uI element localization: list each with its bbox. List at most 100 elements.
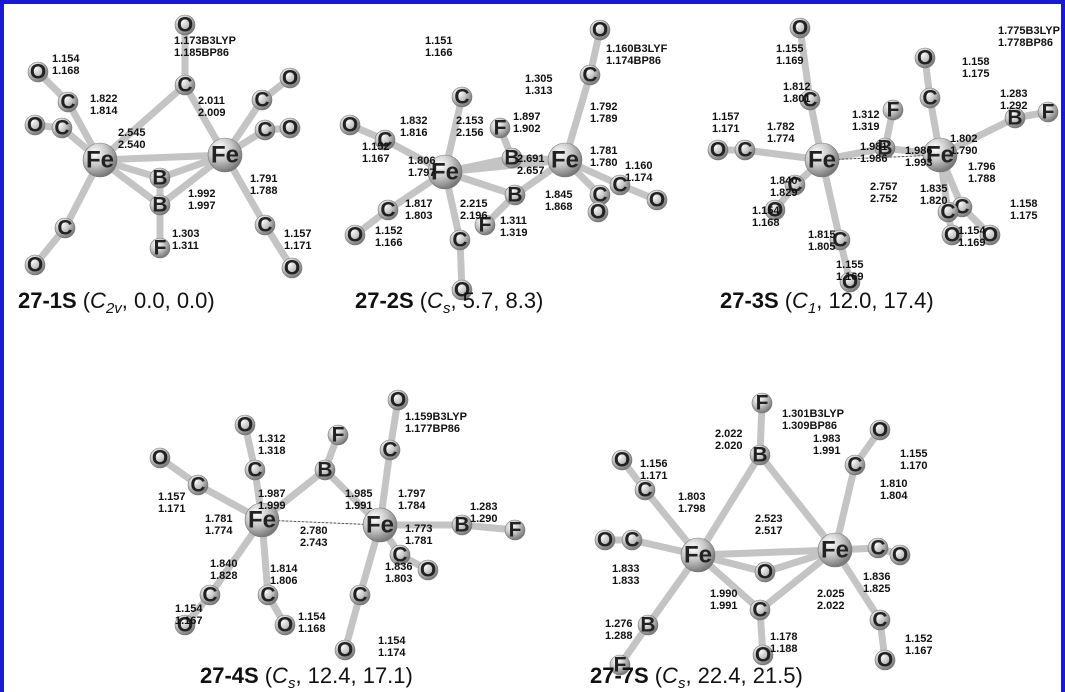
bond-length: 1.178 xyxy=(770,631,798,643)
atom-label: O xyxy=(597,529,613,552)
bond-length: 1.157 xyxy=(284,228,312,240)
bond-length: 1.167 xyxy=(362,153,390,165)
bond-length: 2.691 xyxy=(517,153,545,165)
caption-name: 27-3S xyxy=(720,288,779,313)
bond-length: 1.152 xyxy=(375,225,403,237)
atom-label: Fe xyxy=(684,542,712,569)
bond-length: 2.022 xyxy=(817,600,845,612)
bond-length: 1.803 xyxy=(405,210,433,222)
bond-length: 1.158 xyxy=(962,56,990,68)
labels: 1.1541.1681.173B3LYP1.185BP861.8221.8142… xyxy=(18,25,1060,692)
caption: 27-3S(C1, 12.0, 17.4) xyxy=(720,288,934,317)
bond-length: 1.801 xyxy=(783,93,811,105)
bond-length: 1.802 xyxy=(950,133,978,145)
atom-label: C xyxy=(257,119,272,142)
bond-length: 1.169 xyxy=(836,271,864,283)
bond-length: 1.174 xyxy=(378,647,406,659)
bond-length: 1.803 xyxy=(678,491,706,503)
atom-label: O xyxy=(420,559,436,582)
bond-length: 1.833 xyxy=(612,563,640,575)
atom-label: O xyxy=(592,19,608,42)
bond-length: 1.170 xyxy=(900,460,928,472)
bond-length: 1.902 xyxy=(513,123,541,135)
atom-label: B xyxy=(454,514,469,537)
atom-label: O xyxy=(177,14,193,37)
bond-length: 1.983 xyxy=(813,433,841,445)
atom-label: C xyxy=(454,86,469,109)
bond-length: 1.815 xyxy=(808,229,836,241)
atom-label: O xyxy=(337,639,353,662)
atom-label: C xyxy=(177,74,192,97)
bond-length: 1.154 xyxy=(958,225,986,237)
bond-length: 1.829 xyxy=(770,187,798,199)
atom-label: C xyxy=(54,117,69,140)
bond-length: 1.993 xyxy=(905,157,933,169)
bond-length: 2.780 xyxy=(300,525,328,537)
bond-length: 1.840 xyxy=(770,175,798,187)
atom-label: C xyxy=(582,64,597,87)
bond-length: 2.657 xyxy=(517,165,545,177)
atom-label: O xyxy=(27,114,43,137)
atom-label: O xyxy=(282,67,298,90)
bond-length: 1.309BP86 xyxy=(782,420,837,432)
atom-label: F xyxy=(494,117,507,140)
bond-length: 1.174 xyxy=(625,172,653,184)
bond-length: 1.167 xyxy=(905,645,933,657)
bond-length: 1.311 xyxy=(172,240,199,252)
bond-length: 2.025 xyxy=(817,588,845,600)
atom-label: O xyxy=(347,224,363,247)
bond-length: 1.185BP86 xyxy=(174,47,229,59)
bond-length: 1.312 xyxy=(852,109,880,121)
bond-length: 1.775B3LYP xyxy=(998,25,1060,37)
atom-label: O xyxy=(757,561,773,584)
atom-label: Fe xyxy=(86,147,114,174)
atom-label: B xyxy=(752,444,767,467)
bond-length: 1.822 xyxy=(90,93,118,105)
caption-symbol: C xyxy=(792,288,808,313)
bond-length: 1.789 xyxy=(590,113,618,125)
caption: 27-4S(Cs, 12.4, 17.1) xyxy=(200,663,413,692)
atom-label: Fe xyxy=(211,142,239,169)
bond-length: 2.540 xyxy=(118,139,146,151)
atom-label: C xyxy=(257,214,272,237)
frame-left xyxy=(0,0,4,692)
bond-length: 1.313 xyxy=(525,85,553,97)
bond-length: 1.781 xyxy=(205,513,233,525)
atom-label: O xyxy=(917,47,933,70)
bond-length: 1.810 xyxy=(880,478,908,490)
bond-length: 1.168 xyxy=(52,65,80,77)
bond-length: 1.157 xyxy=(712,111,740,123)
atom-label: O xyxy=(390,389,406,412)
atom-label: O xyxy=(277,614,293,637)
bond-length: 1.868 xyxy=(545,201,573,213)
bond-length: 1.780 xyxy=(590,157,618,169)
atom-label: C xyxy=(737,139,752,162)
bond-length: 1.796 xyxy=(968,161,996,173)
bond-length: 1.828 xyxy=(210,570,238,582)
bond-length: 1.803 xyxy=(385,573,413,585)
bond-length: 1.812 xyxy=(783,81,811,93)
atom-label: Fe xyxy=(808,147,836,174)
bond-length: 1.175 xyxy=(962,68,990,80)
caption-rest: , 5.7, 8.3) xyxy=(450,288,543,313)
bond-length: 1.173B3LYP xyxy=(174,35,236,47)
bond-length: 1.985 xyxy=(345,488,373,500)
bond xyxy=(698,455,760,555)
bond-length: 1.833 xyxy=(612,575,640,587)
bond-length: 1.805 xyxy=(808,241,836,253)
atom-label: B xyxy=(507,184,522,207)
bond-length: 1.897 xyxy=(513,111,541,123)
bond-length: 1.292 xyxy=(1000,100,1028,112)
caption: 27-7S(Cs, 22.4, 21.5) xyxy=(590,663,803,692)
bond-length: 1.311 xyxy=(500,215,527,227)
bond-length: 2.153 xyxy=(456,115,484,127)
bond-length: 1.790 xyxy=(950,145,978,157)
bond-length: 1.305 xyxy=(525,73,553,85)
bond-length: 1.992 xyxy=(188,188,216,200)
caption: 27-2S(Cs, 5.7, 8.3) xyxy=(355,288,543,317)
bond-length: 1.781 xyxy=(590,145,618,157)
bond-length: 1.840 xyxy=(210,558,238,570)
caption-name: 27-2S xyxy=(355,288,414,313)
bond-length: 1.990 xyxy=(710,588,738,600)
bond-length: 1.991 xyxy=(710,600,738,612)
